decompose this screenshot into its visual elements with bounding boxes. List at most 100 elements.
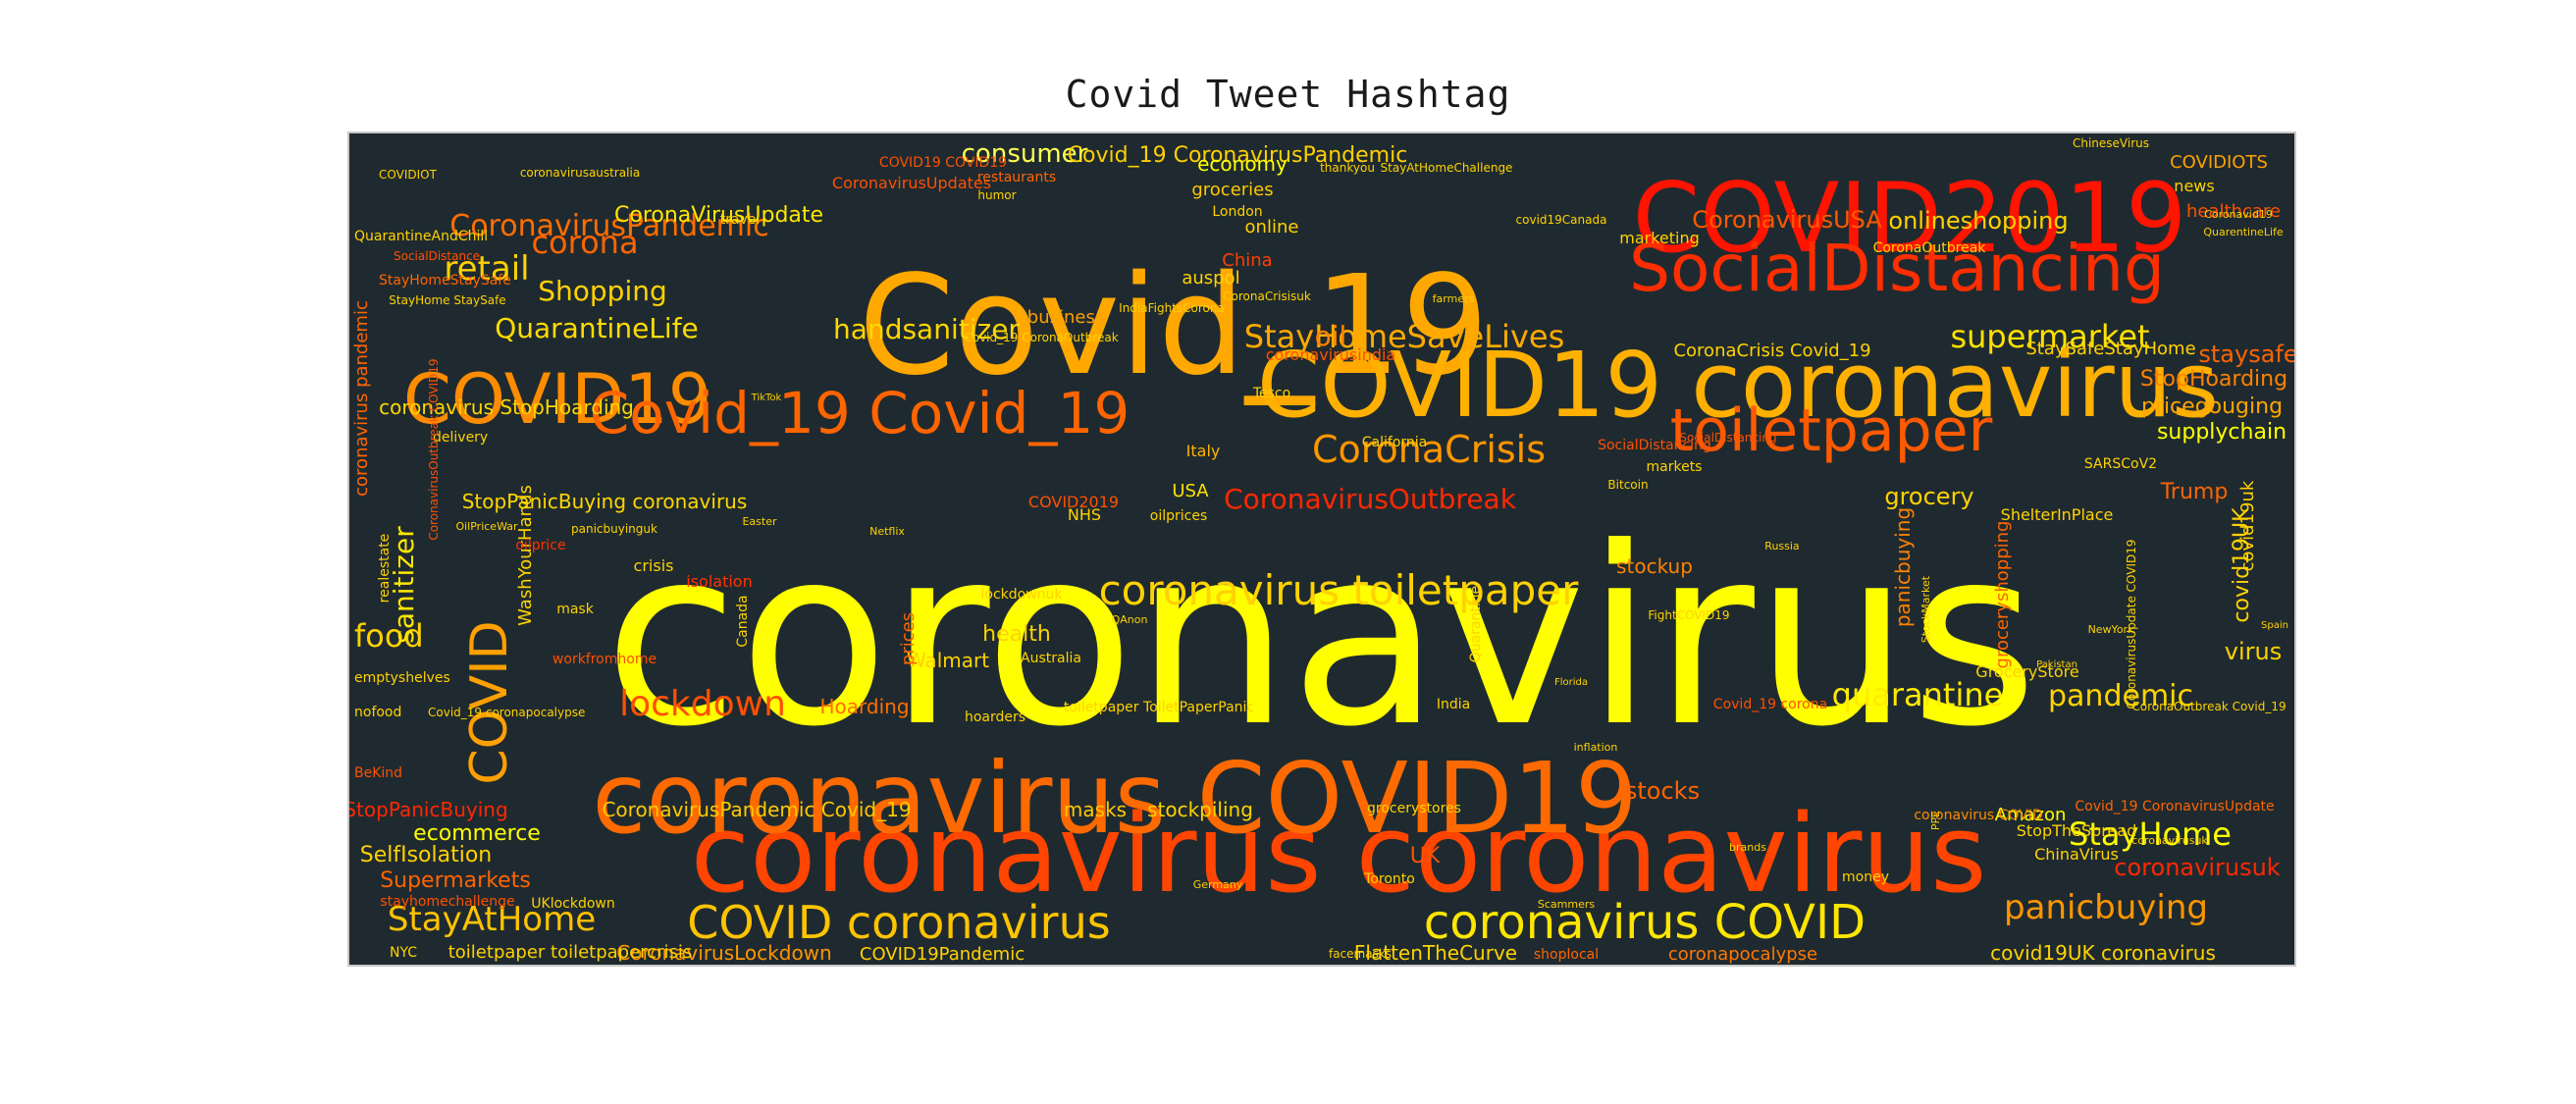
word-coronaviruspandemic-17: CoronavirusPandemic bbox=[449, 209, 769, 243]
word-cloud-frame: coronavirus coronavirus coronavirus corona… bbox=[347, 131, 2296, 967]
word-australia-107: Australia bbox=[1021, 651, 1081, 666]
word-coronavirusupdates-110: CoronavirusUpdates bbox=[832, 174, 991, 192]
word-auspol-69: auspol bbox=[1182, 268, 1239, 289]
word-news-89: news bbox=[2174, 177, 2214, 195]
word-coronaviruspandemic-covid-19-51: CoronavirusPandemic Covid_19 bbox=[602, 798, 911, 821]
word-washyourhands-80: WashYourHands bbox=[515, 485, 536, 626]
word-usa-75: USA bbox=[1172, 481, 1209, 501]
word-scammers-164: Scammers bbox=[1538, 898, 1595, 911]
word-coronacrisis-15: CoronaCrisis bbox=[1312, 428, 1546, 471]
word-covid-19-coronaviruspandemic-34: Covid_19 CoronavirusPandemic bbox=[1068, 143, 1408, 168]
word-consumer-33: consumer bbox=[962, 139, 1088, 169]
word-covid19-covid19-158: COVID19 COVID19 bbox=[879, 155, 1007, 171]
word-mask-105: mask bbox=[556, 602, 595, 617]
word-workfromhome-126: workfromhome bbox=[552, 652, 657, 667]
word-groceryshopping-160: groceryshopping bbox=[1992, 521, 2013, 669]
word-newyork-165: NewYork bbox=[2088, 623, 2135, 636]
word-oilpricewar-155: OilPriceWar bbox=[455, 520, 518, 533]
word-coronapocalypse-57: coronapocalypse bbox=[1668, 944, 1817, 965]
word-tesco-97: Tesco bbox=[1252, 386, 1290, 401]
word-coronaoutbreak-covid-19-146: CoronaOutbreak Covid_19 bbox=[2131, 700, 2286, 713]
word-spain-177: Spain bbox=[2261, 620, 2288, 631]
word-quarentinelife-157: QuarentineLife bbox=[2203, 226, 2284, 238]
word-italy-74: Italy bbox=[1186, 442, 1221, 460]
word-markets-95: markets bbox=[1647, 459, 1703, 475]
word-toiletpaper-toiletpapercrisis-118: toiletpaper toiletpapercrisis bbox=[448, 942, 693, 963]
word-sarscov2-144: SARSCoV2 bbox=[2084, 456, 2157, 472]
word-qanon-168: QAnon bbox=[1112, 613, 1148, 626]
word-money-136: money bbox=[1842, 869, 1889, 885]
word-supermarket-23: supermarket bbox=[1950, 318, 2149, 355]
word-panicbuying-59: panicbuying bbox=[1891, 507, 1915, 627]
word-walmart-61: Walmart bbox=[907, 649, 989, 672]
word-covid-19-coronaoutbreak-149: Covid_19 CoronaOutbreak bbox=[964, 331, 1118, 344]
word-stockmarket-159: StockMarket bbox=[1919, 575, 1932, 643]
word-coronavirusupdate-covid19-145: CoronavirusUpdate COVID19 bbox=[2125, 539, 2138, 709]
word-coronavirus-coronavirus-1: coronavirus coronavirus bbox=[691, 791, 1987, 917]
word-toiletpaper-toiletpaperpanic-98: toiletpaper ToiletPaperPanic bbox=[1064, 700, 1254, 715]
word-covid19uk-90: covid19UK bbox=[2230, 507, 2254, 623]
word-covidiots-88: COVIDIOTS bbox=[2170, 152, 2268, 173]
word-covid-10: COVID bbox=[460, 620, 519, 784]
word-stayathomechallenge-131: StayAtHomeChallenge bbox=[1381, 161, 1513, 175]
word-oilprices-109: oilprices bbox=[1150, 508, 1207, 524]
word-germany-166: Germany bbox=[1193, 878, 1243, 891]
word-covid19uk-coronavirus-58: covid19UK coronavirus bbox=[1990, 941, 2216, 965]
word-ppe-163: PPE bbox=[1929, 811, 1942, 830]
word-corona-25: corona bbox=[531, 224, 638, 261]
word-staysafestayhome-116: StaySafeStayHome bbox=[2025, 339, 2195, 359]
word-economy-66: economy bbox=[1197, 152, 1288, 176]
word-toiletpaper-7: toiletpaper bbox=[1670, 396, 1993, 465]
word-amazon-84: Amazon bbox=[1995, 805, 2067, 825]
word-grocery-44: grocery bbox=[1884, 483, 1973, 510]
word-sanitizer-32: sanitizer bbox=[388, 526, 420, 644]
word-thankyou-130: thankyou bbox=[1320, 161, 1375, 175]
word-coronaoutbreak-115: CoronaOutbreak bbox=[1873, 240, 1987, 256]
word-coronacrisis-covid-19-72: CoronaCrisis Covid_19 bbox=[1673, 341, 1870, 361]
word-emptyshelves-100: emptyshelves bbox=[354, 670, 450, 686]
word-coronavirusuk-162: coronavirusuk bbox=[2131, 834, 2208, 847]
word-selfisolation-49: SelfIsolation bbox=[360, 843, 493, 867]
word-stayhomesavelives-16: StayHomeSaveLives bbox=[1244, 318, 1564, 355]
word-realestate-99: realestate bbox=[377, 534, 393, 604]
word-supermarkets-47: Supermarkets bbox=[380, 868, 531, 893]
word-quarantineandchill-122: QuarantineAndChill bbox=[354, 229, 488, 244]
word-grocerystores-93: grocerystores bbox=[1367, 801, 1461, 816]
word-stopthespread-85: StopTheSpread bbox=[2017, 821, 2136, 840]
word-coronavirusindia-73: coronavirusindia bbox=[1266, 345, 1396, 364]
word-uk-65: UK bbox=[1410, 844, 1441, 868]
word-stockup-63: stockup bbox=[1616, 554, 1693, 578]
word-delivery-103: delivery bbox=[433, 430, 488, 446]
word-inflation-171: inflation bbox=[1574, 741, 1618, 754]
word-panicbuying-18: panicbuying bbox=[2004, 888, 2208, 927]
word-covid2019-77: COVID2019 bbox=[1028, 493, 1119, 511]
word-stayhome-20: StayHome bbox=[2069, 815, 2232, 853]
word-shelterinplace-82: ShelterInPlace bbox=[2001, 505, 2114, 524]
word-florida-175: Florida bbox=[1554, 677, 1588, 688]
word-grocerystore-83: GroceryStore bbox=[1975, 662, 2078, 681]
word-pakistan-176: Pakistan bbox=[2036, 659, 2077, 670]
word-netflix-170: Netflix bbox=[869, 525, 905, 538]
word-coronavirusupdate-31: CoronaVirusUpdate bbox=[614, 203, 823, 228]
word-quarantinelife-29: QuarantineLife bbox=[495, 312, 699, 344]
word-trump-43: Trump bbox=[2160, 480, 2229, 504]
word-quarantine-22: quarantine bbox=[1832, 676, 2004, 713]
word-coronavirusoutbreak-covid19-120: CoronavirusOutbreak COVID19 bbox=[427, 358, 441, 540]
word-chinavirus-86: ChinaVirus bbox=[2034, 845, 2119, 864]
word-oilprice-104: oilprice bbox=[515, 538, 565, 553]
word-covid-19-covid-19-9: Covid_19 Covid_19 bbox=[590, 380, 1130, 447]
word-coronavirus-stophoarding-35: coronavirus StopHoarding bbox=[379, 395, 634, 419]
word-coronavirus-covid19-2: coronavirus COVID19 bbox=[592, 741, 1637, 856]
word-brands-172: brands bbox=[1729, 841, 1766, 854]
word-crisis-79: crisis bbox=[634, 556, 674, 575]
word-covid19-coronavirus-4: COVID19 coronavirus bbox=[1257, 333, 2219, 438]
word-health-60: health bbox=[982, 622, 1051, 647]
word-stayhomestaysafe-121: StayHomeStaySafe bbox=[379, 273, 511, 289]
word-coronavirus-toiletpaper-11: coronavirus toiletpaper bbox=[1099, 566, 1580, 614]
word-marketing-114: marketing bbox=[1619, 229, 1700, 247]
word-canada-106: Canada bbox=[735, 595, 751, 647]
word-groceries-67: groceries bbox=[1191, 180, 1273, 200]
word-isolation-78: isolation bbox=[686, 572, 752, 591]
word-nhs-76: NHS bbox=[1068, 505, 1101, 524]
